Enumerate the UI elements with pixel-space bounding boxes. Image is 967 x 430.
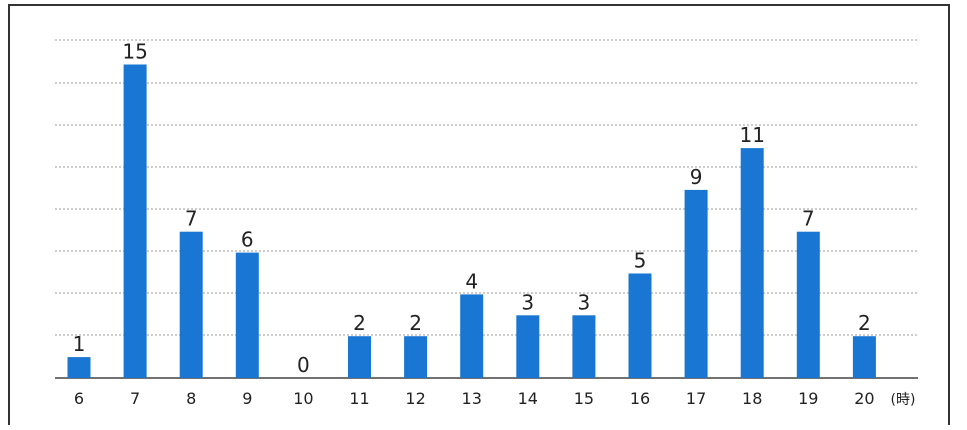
x-tick-label: 13 xyxy=(462,389,482,408)
x-tick-label: 20 xyxy=(854,389,874,408)
x-tick-label: 12 xyxy=(405,389,425,408)
data-label: 3 xyxy=(521,290,534,314)
x-axis-unit-label: (時) xyxy=(891,392,916,408)
data-label: 9 xyxy=(690,165,703,189)
x-tick-label: 17 xyxy=(686,389,706,408)
data-label: 4 xyxy=(465,269,478,293)
x-tick-label: 10 xyxy=(293,389,313,408)
bar xyxy=(628,273,652,378)
x-tick-label: 6 xyxy=(74,389,84,408)
data-label: 2 xyxy=(353,311,366,335)
bar xyxy=(572,315,596,378)
bar xyxy=(179,231,203,378)
data-label: 7 xyxy=(185,207,198,231)
bar xyxy=(123,64,147,378)
bar xyxy=(852,336,876,378)
data-label: 3 xyxy=(578,290,591,314)
bar xyxy=(516,315,540,378)
bar xyxy=(740,148,764,378)
bar xyxy=(460,294,484,378)
data-label: 2 xyxy=(858,311,871,335)
data-label: 0 xyxy=(297,353,310,377)
x-tick-label: 8 xyxy=(186,389,196,408)
bar xyxy=(348,336,371,378)
bar xyxy=(796,231,820,378)
x-tick-label: 16 xyxy=(630,389,650,408)
data-label: 5 xyxy=(634,249,647,273)
bar xyxy=(404,336,428,378)
data-label: 2 xyxy=(409,311,422,335)
x-tick-label: 18 xyxy=(742,389,762,408)
bar xyxy=(235,252,259,378)
chart-frame xyxy=(8,4,950,425)
data-label: 7 xyxy=(802,207,815,231)
x-tick-label: 7 xyxy=(130,389,140,408)
data-label: 15 xyxy=(122,40,147,64)
data-label: 6 xyxy=(241,228,254,252)
x-tick-label: 11 xyxy=(349,389,369,408)
bar xyxy=(684,189,708,378)
data-label: 11 xyxy=(739,123,764,147)
x-tick-label: 19 xyxy=(798,389,818,408)
x-tick-label: 14 xyxy=(518,389,538,408)
x-tick-label: 15 xyxy=(574,389,594,408)
bar xyxy=(67,357,91,378)
data-label: 1 xyxy=(73,332,86,356)
x-tick-label: 9 xyxy=(242,389,252,408)
